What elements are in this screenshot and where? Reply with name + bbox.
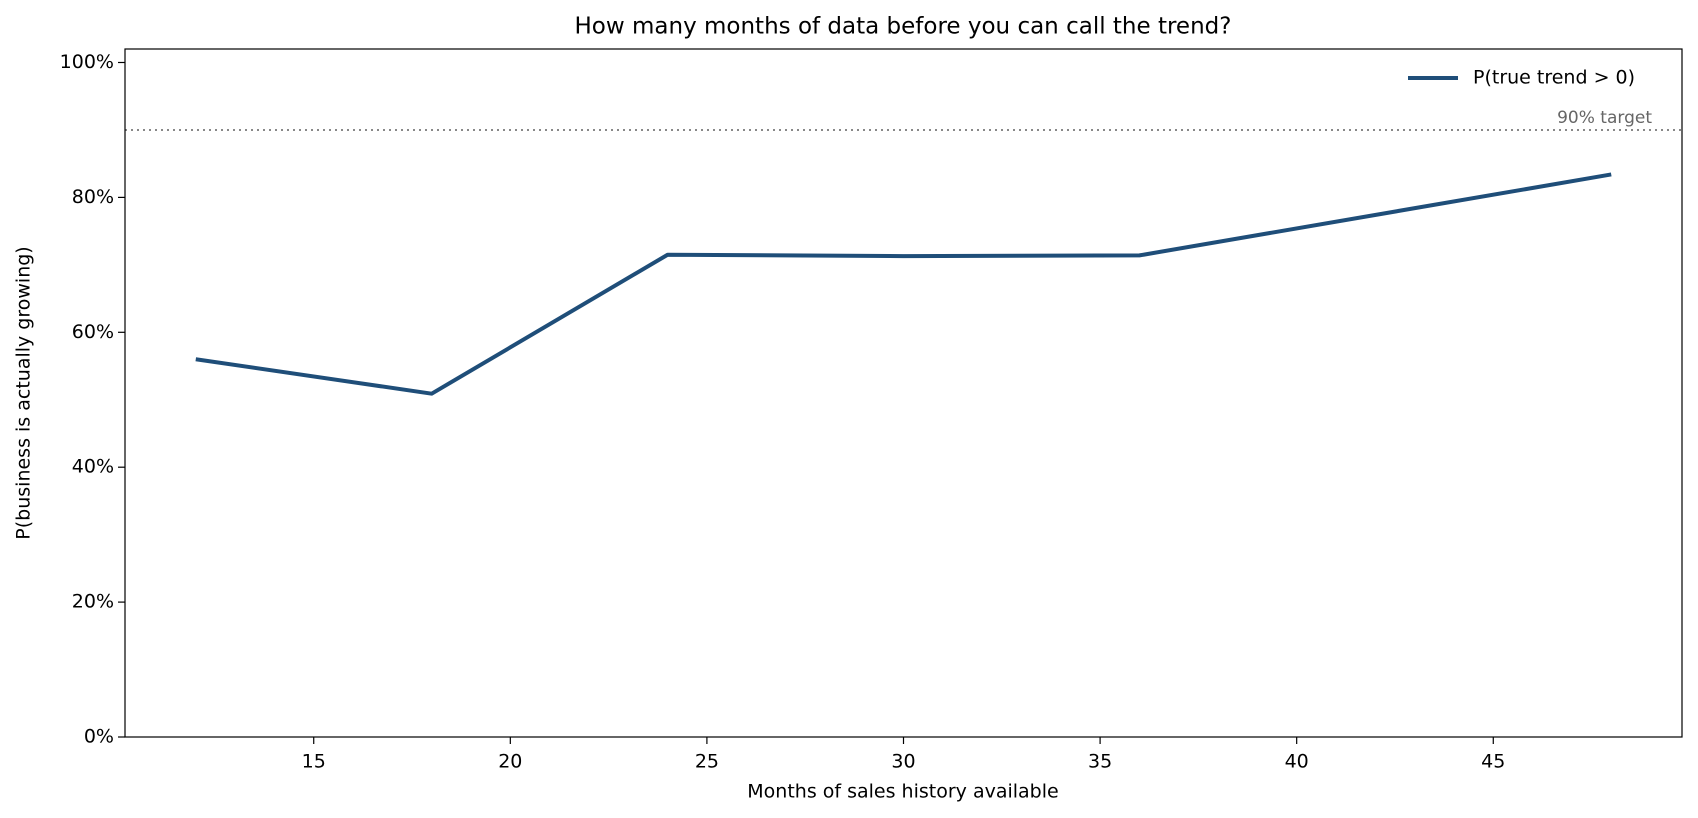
y-tick-label: 100% <box>60 51 114 73</box>
reference-label: 90% target <box>1557 108 1652 128</box>
x-tick-label: 20 <box>498 751 522 773</box>
x-tick-label: 30 <box>891 751 915 773</box>
x-axis-label: Months of sales history available <box>747 781 1058 803</box>
x-tick-label: 45 <box>1481 751 1505 773</box>
x-tick-label: 35 <box>1088 751 1112 773</box>
y-tick-label: 0% <box>84 726 114 748</box>
plot-frame <box>124 48 1683 738</box>
y-tick-label: 60% <box>72 321 114 343</box>
x-tick-label: 25 <box>695 751 719 773</box>
x-tick-label: 40 <box>1285 751 1309 773</box>
y-tick-label: 40% <box>72 456 114 478</box>
y-tick-label: 80% <box>72 186 114 208</box>
series-line <box>195 172 1612 396</box>
x-tick-label: 15 <box>302 751 326 773</box>
y-tick-label: 20% <box>72 591 114 613</box>
y-axis-label: P(business is actually growing) <box>13 246 35 539</box>
chart-title: How many months of data before you can c… <box>575 14 1232 40</box>
legend-label: P(true trend > 0) <box>1473 67 1635 89</box>
